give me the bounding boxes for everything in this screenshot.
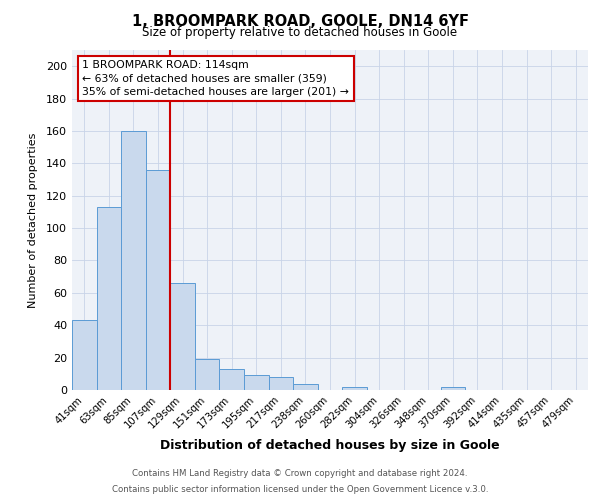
Bar (342, 387, 367, 390)
Bar (440, 387, 465, 390)
Text: Contains HM Land Registry data © Crown copyright and database right 2024.: Contains HM Land Registry data © Crown c… (132, 468, 468, 477)
Text: 1 BROOMPARK ROAD: 114sqm
← 63% of detached houses are smaller (359)
35% of semi-: 1 BROOMPARK ROAD: 114sqm ← 63% of detach… (82, 60, 349, 96)
Bar (170, 283, 195, 390)
Bar (220, 369, 244, 390)
Bar (195, 359, 220, 390)
Bar (97, 207, 121, 390)
Bar (72, 320, 97, 390)
Text: Size of property relative to detached houses in Goole: Size of property relative to detached ho… (142, 26, 458, 39)
Text: 1, BROOMPARK ROAD, GOOLE, DN14 6YF: 1, BROOMPARK ROAD, GOOLE, DN14 6YF (131, 14, 469, 29)
Bar (293, 384, 318, 390)
Y-axis label: Number of detached properties: Number of detached properties (28, 132, 38, 308)
Text: Contains public sector information licensed under the Open Government Licence v.: Contains public sector information licen… (112, 485, 488, 494)
Bar (146, 170, 170, 390)
X-axis label: Distribution of detached houses by size in Goole: Distribution of detached houses by size … (160, 439, 500, 452)
Bar (244, 376, 269, 390)
Bar (121, 131, 146, 390)
Bar (269, 377, 293, 390)
